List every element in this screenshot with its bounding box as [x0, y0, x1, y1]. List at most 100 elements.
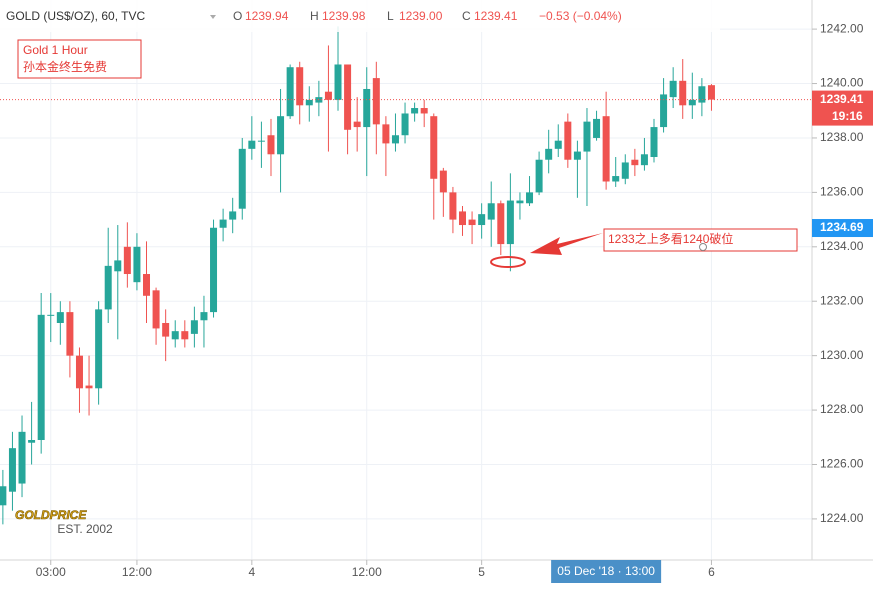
y-tick-label: 1238.00: [820, 130, 864, 144]
candle-body: [382, 124, 390, 144]
tool-handle: [699, 243, 707, 251]
candle-body: [526, 192, 534, 204]
candles: [0, 26, 715, 525]
grid: [0, 0, 812, 560]
marker-price-tag: [812, 219, 873, 238]
candle-body: [238, 148, 246, 209]
change-text: −0.53 (−0.04%): [539, 9, 622, 23]
candle-body: [85, 385, 93, 389]
ohlc-key: L: [387, 9, 394, 23]
candle-body: [372, 78, 380, 125]
candle-body: [133, 246, 141, 283]
candle-body: [190, 320, 198, 334]
candle-body: [449, 192, 457, 220]
candle-body: [200, 312, 208, 321]
candle-body: [123, 246, 131, 275]
last-price-label: 1239.41: [820, 92, 864, 106]
ohlc-value: 1239.94: [245, 9, 289, 23]
y-tick-label: 1236.00: [820, 185, 864, 199]
candle-body: [640, 154, 648, 166]
highlight-ellipse: [490, 256, 526, 268]
ohlc-value: 1239.41: [474, 9, 518, 23]
candle-body: [401, 113, 409, 136]
callout-text: 1233之上多看1240破位: [608, 231, 733, 246]
candle-body: [334, 64, 342, 100]
candle-body: [114, 260, 122, 272]
note-line: 孙本金终生免费: [23, 59, 107, 74]
candle-body: [37, 314, 45, 440]
candle-body: [679, 80, 687, 106]
candle-body: [181, 331, 189, 340]
countdown-label: 19:16: [832, 109, 863, 123]
candle-body: [363, 88, 371, 128]
candle-body: [47, 314, 55, 316]
candle-body: [0, 486, 7, 506]
candle-body: [210, 227, 218, 313]
candle-body: [439, 170, 447, 193]
candle-body: [229, 211, 237, 220]
y-tick-label: 1232.00: [820, 293, 864, 307]
candle-body: [66, 312, 74, 356]
x-tick-label: 6: [708, 565, 715, 579]
candle-body: [698, 86, 706, 103]
candle-body: [305, 99, 313, 106]
x-tick-label: 4: [248, 565, 255, 579]
y-tick-label: 1226.00: [820, 457, 864, 471]
candle-body: [248, 140, 256, 149]
y-tick-label: 1240.00: [820, 76, 864, 90]
logo-text: GOLDPRICE: [15, 508, 87, 522]
candle-body: [411, 108, 419, 114]
y-tick-label: 1230.00: [820, 348, 864, 362]
candle-body: [478, 214, 486, 226]
candle-body: [277, 116, 285, 155]
candle-body: [75, 355, 83, 389]
candle-body: [660, 94, 668, 128]
candle-body: [344, 64, 352, 130]
candle-body: [56, 312, 64, 323]
candle-body: [430, 116, 438, 179]
dropdown-caret[interactable]: [210, 15, 216, 19]
callout-arrow: [530, 233, 603, 255]
candle-body: [420, 108, 428, 114]
y-tick-label: 1224.00: [820, 511, 864, 525]
candle-body: [219, 219, 227, 228]
candle-body: [593, 118, 601, 138]
y-tick-label: 1228.00: [820, 402, 864, 416]
x-tick-label: 5: [478, 565, 485, 579]
candle-body: [516, 200, 524, 204]
candle-body: [104, 265, 112, 310]
candle-body: [650, 127, 658, 158]
candle-body: [95, 309, 103, 389]
ohlc-value: 1239.98: [322, 9, 366, 23]
candle-body: [506, 200, 514, 245]
candle-body: [631, 159, 639, 166]
candle-body: [162, 322, 170, 337]
note-box: [17, 39, 142, 79]
candle-body: [468, 219, 476, 226]
candle-body: [143, 274, 151, 296]
logo-est: EST. 2002: [57, 522, 113, 536]
candle-body: [171, 331, 179, 340]
callout-box: [603, 228, 798, 252]
candle-body: [353, 121, 361, 128]
candle-body: [324, 91, 332, 100]
header-bg: [0, 0, 720, 32]
candle-body: [564, 121, 572, 160]
candle-body: [612, 176, 620, 182]
marker-price-label: 1234.69: [820, 220, 864, 234]
candle-body: [573, 151, 581, 160]
candle-body: [583, 121, 591, 152]
candle-body: [545, 148, 553, 160]
candle-body: [554, 140, 562, 149]
candle-body: [688, 99, 696, 106]
axes: 1242.00 1240.00 1238.00 1236.00 1234.00 1232.…: [0, 21, 873, 583]
x-tick-label: 12:00: [122, 565, 152, 579]
candle-body: [391, 135, 399, 144]
candle-body: [458, 211, 466, 226]
last-price-tag: [812, 90, 873, 126]
crosshair-time-tag: [551, 560, 662, 583]
candle-body: [8, 448, 16, 492]
candle-body: [707, 85, 715, 100]
